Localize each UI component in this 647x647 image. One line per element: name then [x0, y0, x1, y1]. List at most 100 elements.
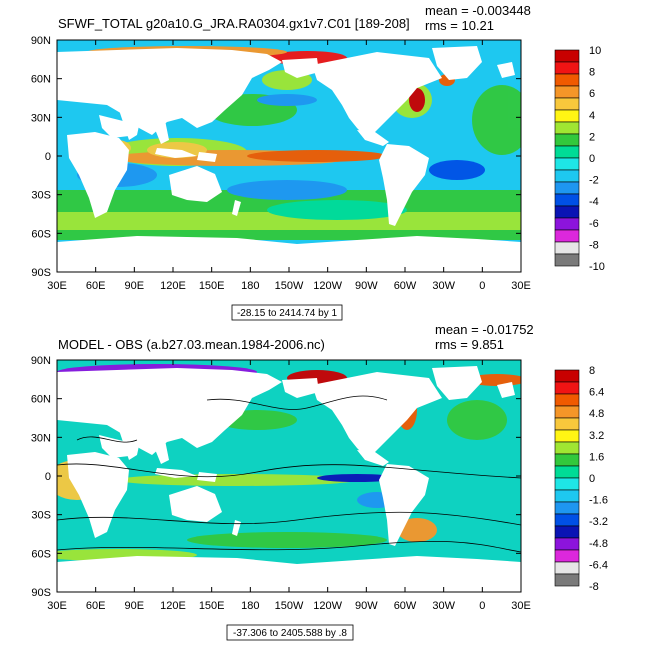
lat-tick-label: 30N [31, 432, 51, 444]
lon-tick-label: 120W [313, 280, 342, 292]
lat-tick-label: 90N [31, 355, 51, 367]
colorbar-swatch [554, 441, 580, 455]
colorbar-label: -2 [589, 175, 599, 187]
panel-bottom-range-box: -37.306 to 2405.588 by .8 [226, 624, 354, 641]
lat-tick-label: 30N [31, 112, 51, 124]
lon-tick-label: 90E [125, 280, 145, 292]
lon-tick-label: 90E [125, 600, 145, 612]
colorbar-swatch [554, 217, 580, 231]
colorbar-label: 6 [589, 88, 595, 100]
lon-tick-label: 30W [432, 600, 455, 612]
lon-tick-label: 30W [432, 280, 455, 292]
colorbar-label: 8 [589, 67, 595, 79]
panel-bottom-title: MODEL - OBS (a.b27.03.mean.1984-2006.nc) [58, 337, 325, 352]
colorbar-swatch [554, 465, 580, 479]
colorbar-swatch [554, 549, 580, 563]
lat-axis: 90N 60N 30N 0 30S 60S 90S [31, 35, 521, 279]
colorbar-label: 6.4 [589, 387, 604, 399]
lon-tick-label: 30E [511, 600, 531, 612]
lon-axis: 30E 60E 90E 120E 150E 180 150W 120W 90W 60W 30W 0 30… [47, 40, 531, 292]
colorbar-swatch [554, 501, 580, 515]
colorbar-swatch [554, 513, 580, 527]
colorbar-swatch [554, 405, 580, 419]
lat-tick-label: 90S [31, 587, 51, 599]
colorbar-label: -6.4 [589, 559, 608, 571]
lon-tick-label: 90W [355, 600, 378, 612]
panel-bottom-range: -37.306 to 2405.588 by .8 [233, 628, 347, 639]
panel-bottom-mean: mean = -0.01752 [435, 322, 534, 337]
panel-top-range-box: -28.15 to 2414.74 by 1 [231, 304, 343, 321]
colorbar-swatch [554, 369, 580, 383]
colorbar-label: 8 [589, 365, 595, 377]
colorbar-swatch [554, 381, 580, 395]
contour-lines [57, 395, 521, 553]
colorbar-label: -4 [589, 196, 599, 208]
lon-tick-label: 180 [241, 280, 259, 292]
lon-tick-label: 120E [160, 280, 186, 292]
colorbar-swatch [554, 573, 580, 587]
panel-bottom-map: 90N 60N 30N 0 30S 60S 90S 30E 60E 90E 120E 150E 180… [31, 355, 531, 612]
colorbar-label: -1.6 [589, 495, 608, 507]
colorbar-label: 10 [589, 45, 601, 57]
colorbar-swatch [554, 561, 580, 575]
lat-tick-label: 90N [31, 35, 51, 47]
lon-tick-label: 180 [241, 600, 259, 612]
colorbar-swatch [554, 525, 580, 539]
colorbar-label: 4.8 [589, 408, 604, 420]
lon-axis: 30E 60E 90E 120E 150E 180 150W 120W 90W 60W 30W 0 30… [47, 360, 531, 612]
colorbar-swatch [554, 193, 580, 207]
panel-top-colorbar: 10 8 6 4 2 0 -2 -4 -6 -8 -10 [554, 45, 605, 273]
lon-tick-label: 60E [86, 600, 106, 612]
lon-tick-label: 30E [47, 280, 67, 292]
colorbar-swatch [554, 489, 580, 503]
lat-tick-label: 60N [31, 74, 51, 86]
colorbar-label: 3.2 [589, 430, 604, 442]
lon-tick-label: 150E [199, 280, 225, 292]
lon-tick-label: 0 [479, 600, 485, 612]
lon-tick-label: 30E [511, 280, 531, 292]
lon-tick-label: 90W [355, 280, 378, 292]
colorbar-label: -8 [589, 581, 599, 593]
lat-tick-label: 60S [31, 548, 51, 560]
panel-bottom: MODEL - OBS (a.b27.03.mean.1984-2006.nc)… [31, 322, 608, 641]
colorbar-swatch [554, 477, 580, 491]
panel-bottom-rms: rms = 9.851 [435, 337, 504, 352]
lat-tick-label: 30S [31, 510, 51, 522]
colorbar-swatch [554, 61, 580, 75]
lon-tick-label: 60W [394, 600, 417, 612]
lon-tick-label: 150E [199, 600, 225, 612]
colorbar-swatch [554, 97, 580, 111]
colorbar-swatch [554, 85, 580, 99]
colorbar-swatch [554, 429, 580, 443]
colorbar-swatch [554, 453, 580, 467]
panel-top-rms: rms = 10.21 [425, 18, 494, 33]
lon-tick-label: 30E [47, 600, 67, 612]
lat-tick-label: 60S [31, 228, 51, 240]
panel-top-title: SFWF_TOTAL g20a10.G_JRA.RA0304.gx1v7.C01… [58, 16, 410, 31]
lon-tick-label: 120W [313, 600, 342, 612]
colorbar-label: -3.2 [589, 516, 608, 528]
panel-bottom-colorbar: 8 6.4 4.8 3.2 1.6 0 -1.6 -3.2 -4.8 -6.4 -8 [554, 365, 608, 593]
colorbar-label: -8 [589, 239, 599, 251]
colorbar-label: 4 [589, 110, 595, 122]
lat-axis: 90N 60N 30N 0 30S 60S 90S [31, 355, 521, 599]
panel-top-map: 90N 60N 30N 0 30S 60S 90S 30E 60E 90E 120E 150E 180… [31, 35, 531, 292]
colorbar-label: 1.6 [589, 451, 604, 463]
colorbar-swatch [554, 393, 580, 407]
colorbar-label: -10 [589, 261, 605, 273]
panel-top: SFWF_TOTAL g20a10.G_JRA.RA0304.gx1v7.C01… [31, 3, 605, 321]
colorbar-label: -6 [589, 218, 599, 230]
colorbar-swatch [554, 417, 580, 431]
lat-tick-label: 90S [31, 267, 51, 279]
colorbar-swatch [554, 537, 580, 551]
lat-tick-label: 60N [31, 394, 51, 406]
colorbar-label: 2 [589, 131, 595, 143]
panel-top-range: -28.15 to 2414.74 by 1 [237, 308, 338, 319]
colorbar-label: 0 [589, 473, 595, 485]
lon-tick-label: 60W [394, 280, 417, 292]
lon-tick-label: 150W [275, 600, 304, 612]
lon-tick-label: 60E [86, 280, 106, 292]
colorbar-swatch [554, 145, 580, 159]
colorbar-swatch [554, 121, 580, 135]
